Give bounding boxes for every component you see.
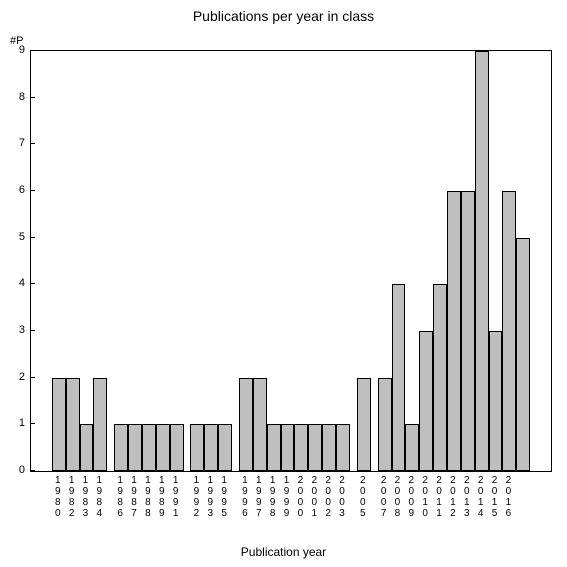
x-tick-label: 2016: [503, 475, 513, 519]
x-tick-label: 1983: [80, 475, 90, 519]
y-tick-mark: [30, 283, 35, 284]
y-tick-mark: [30, 237, 35, 238]
x-tick-label: 1999: [282, 475, 292, 519]
bar: [516, 238, 530, 471]
x-axis-title: Publication year: [0, 545, 567, 559]
bar: [156, 424, 170, 471]
y-tick-label: 8: [19, 91, 25, 103]
chart-title: Publications per year in class: [0, 8, 567, 24]
y-tick-mark: [30, 377, 35, 378]
bar: [267, 424, 281, 471]
bar: [170, 424, 184, 471]
bar: [489, 331, 503, 471]
y-tick-label: 4: [19, 277, 25, 289]
y-tick-label: 1: [19, 417, 25, 429]
y-tick-mark: [30, 143, 35, 144]
bar: [378, 378, 392, 471]
bar: [80, 424, 94, 471]
bar: [253, 378, 267, 471]
x-tick-label: 1996: [240, 475, 250, 519]
bar: [93, 378, 107, 471]
bar: [218, 424, 232, 471]
x-tick-label: 2014: [476, 475, 486, 519]
x-tick-label: 2012: [448, 475, 458, 519]
y-tick-mark: [30, 423, 35, 424]
bar: [52, 378, 66, 471]
bar: [392, 284, 406, 471]
bar: [281, 424, 295, 471]
bar: [204, 424, 218, 471]
x-tick-label: 1986: [115, 475, 125, 519]
bar: [66, 378, 80, 471]
x-tick-label: 2007: [379, 475, 389, 519]
y-tick-mark: [30, 50, 35, 51]
bar: [475, 51, 489, 471]
bar: [190, 424, 204, 471]
x-tick-label: 1992: [191, 475, 201, 519]
bar: [308, 424, 322, 471]
x-ticks: 1980 19821983 1984 1986 1987 1988 1989 1991 1992…: [30, 475, 550, 535]
bar: [128, 424, 142, 471]
x-tick-label: 1982: [67, 475, 77, 519]
bar: [502, 191, 516, 471]
bar: [357, 378, 371, 471]
x-tick-label: 2003: [337, 475, 347, 519]
bar: [433, 284, 447, 471]
y-tick-mark: [30, 330, 35, 331]
bar: [419, 331, 433, 471]
bar: [114, 424, 128, 471]
y-tick-label: 9: [19, 44, 25, 56]
y-tick-label: 0: [19, 464, 25, 476]
bars-group: [31, 51, 551, 471]
x-tick-label: 1991: [171, 475, 181, 519]
x-tick-label: 1989: [157, 475, 167, 519]
y-tick-mark: [30, 470, 35, 471]
bar: [336, 424, 350, 471]
x-tick-label: 1987: [129, 475, 139, 519]
y-tick-label: 6: [19, 184, 25, 196]
x-tick-label: 1997: [254, 475, 264, 519]
x-tick-label: 1980: [53, 475, 63, 519]
x-tick-label: 2002: [323, 475, 333, 519]
bar: [294, 424, 308, 471]
x-tick-label: 2015: [490, 475, 500, 519]
x-tick-label: 1993: [205, 475, 215, 519]
x-tick-label: 1998: [268, 475, 278, 519]
y-tick-mark: [30, 190, 35, 191]
bar: [239, 378, 253, 471]
y-tick-label: 3: [19, 324, 25, 336]
x-tick-label: 2009: [406, 475, 416, 519]
x-tick-label: 2011: [434, 475, 444, 519]
plot-area: [30, 50, 552, 472]
x-tick-label: 2013: [462, 475, 472, 519]
y-tick-label: 7: [19, 137, 25, 149]
x-tick-label: 2008: [392, 475, 402, 519]
x-tick-label: 2001: [309, 475, 319, 519]
bar: [322, 424, 336, 471]
x-tick-label: 1988: [143, 475, 153, 519]
x-tick-label: 1984: [94, 475, 104, 519]
x-tick-label: 1995: [219, 475, 229, 519]
y-tick-label: 2: [19, 371, 25, 383]
bar: [447, 191, 461, 471]
y-tick-mark: [30, 97, 35, 98]
chart-container: Publications per year in class #P 012345…: [0, 0, 567, 567]
bar: [461, 191, 475, 471]
x-tick-label: 2010: [420, 475, 430, 519]
y-tick-label: 5: [19, 231, 25, 243]
x-tick-label: 2000: [295, 475, 305, 519]
x-tick-label: 2005: [358, 475, 368, 519]
bar: [142, 424, 156, 471]
bar: [405, 424, 419, 471]
